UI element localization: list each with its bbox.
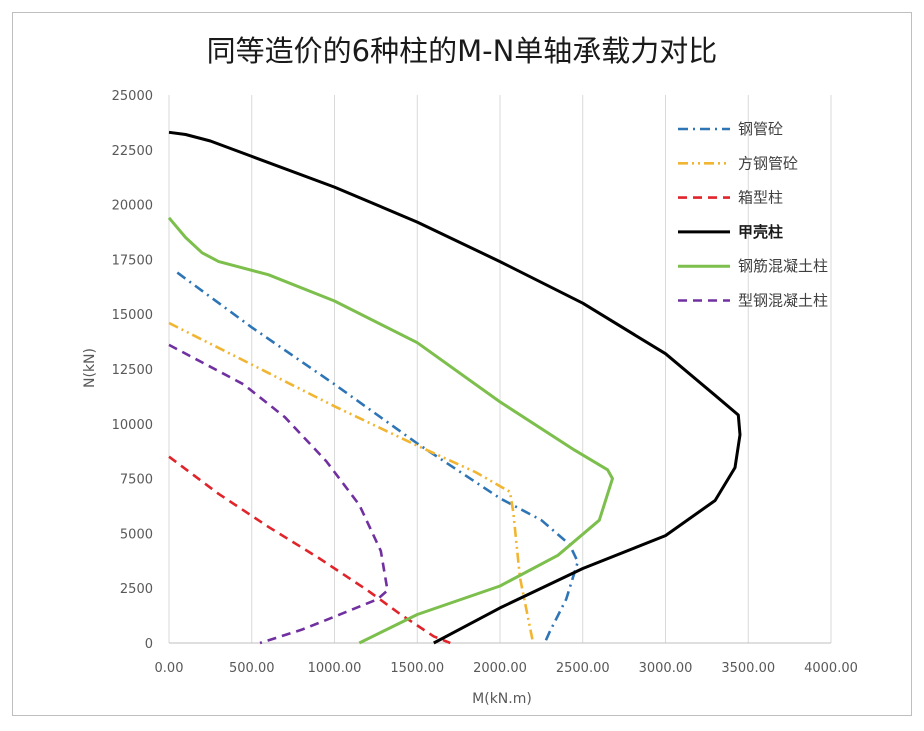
- x-tick-label: 1500.00: [390, 661, 444, 676]
- y-tick-label: 22500: [112, 144, 153, 159]
- x-tick-label: 4000.00: [804, 661, 858, 676]
- x-tick-label: 2500.00: [556, 661, 610, 676]
- x-tick-label: 3000.00: [639, 661, 693, 676]
- x-tick-label: 500.00: [229, 661, 275, 676]
- y-tick-label: 0: [145, 637, 153, 652]
- legend-label-4: 甲壳柱: [738, 223, 783, 241]
- y-tick-label: 20000: [112, 199, 153, 214]
- x-tick-label: 1000.00: [308, 661, 362, 676]
- series-line-6: [168, 343, 389, 645]
- series-line-1: [176, 271, 580, 644]
- legend-label-1: 钢管砼: [738, 120, 783, 138]
- chart-title: 同等造价的6种柱的M-N单轴承载力对比: [206, 34, 718, 68]
- legend-label-6: 型钢混凝土柱: [738, 292, 828, 310]
- x-axis-title: M(kN.m): [472, 691, 532, 707]
- y-axis-title: N(kN): [82, 348, 98, 388]
- series-line-2: [168, 321, 535, 644]
- y-tick-label: 17500: [112, 253, 153, 268]
- series-line-3: [168, 455, 451, 645]
- y-tick-label: 15000: [112, 308, 153, 323]
- series-line-5: [167, 216, 614, 645]
- y-tick-label: 12500: [112, 363, 153, 378]
- series-line-4: [168, 130, 742, 645]
- y-tick-label: 10000: [112, 418, 153, 433]
- legend-label-3: 箱型柱: [738, 189, 783, 207]
- x-tick-label: 3500.00: [721, 661, 775, 676]
- y-tick-label: 5000: [120, 527, 153, 542]
- y-tick-label: 7500: [120, 473, 153, 488]
- x-tick-label: 2000.00: [473, 661, 527, 676]
- legend-label-5: 钢筋混凝土柱: [738, 257, 828, 275]
- legend-label-2: 方钢管砼: [738, 154, 798, 172]
- y-tick-label: 2500: [120, 582, 153, 597]
- y-tick-label: 25000: [112, 89, 153, 104]
- x-tick-label: 0.00: [155, 661, 184, 676]
